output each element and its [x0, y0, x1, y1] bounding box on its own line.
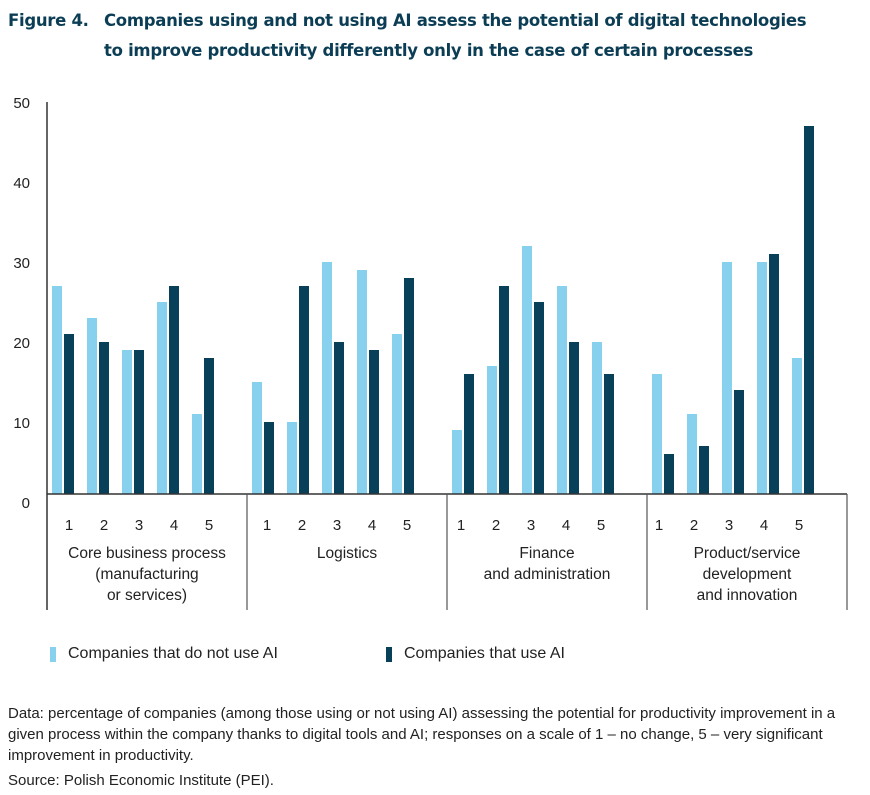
bar-no-ai: [87, 318, 97, 494]
y-tick-label: 40: [13, 175, 30, 192]
bar-ai: [99, 342, 109, 494]
figure-title-line-2: to improve productivity differently only…: [104, 41, 754, 60]
bar-ai: [134, 350, 144, 494]
bar-no-ai: [522, 246, 532, 494]
bar-no-ai: [687, 414, 697, 494]
legend-label-no-ai: Companies that do not use AI: [68, 645, 278, 662]
group-label: and innovation: [697, 587, 798, 604]
bar-no-ai: [452, 430, 462, 494]
x-tick-label: 2: [690, 517, 698, 534]
group-label: Core business process: [68, 545, 226, 562]
bar-no-ai: [157, 302, 167, 494]
x-tick-label: 5: [205, 517, 213, 534]
bar-no-ai: [287, 422, 297, 494]
x-tick-label: 5: [795, 517, 803, 534]
figure-title: Figure 4. Companies using and not using …: [8, 6, 868, 66]
group-label: and administration: [484, 566, 611, 583]
bar-ai: [534, 302, 544, 494]
x-axis-labels: 1 2 3 4 5 Core business process (manufacturing…: [65, 517, 803, 604]
x-tick-label: 1: [65, 517, 73, 534]
bar-ai: [64, 334, 74, 494]
legend-label-ai: Companies that use AI: [404, 645, 565, 662]
y-tick-label: 20: [13, 335, 30, 352]
legend: Companies that do not use AI Companies t…: [0, 645, 870, 667]
bar-ai: [499, 286, 509, 494]
figure-number: Figure 4.: [8, 11, 89, 30]
axes: [46, 102, 848, 610]
x-tick-label: 5: [403, 517, 411, 534]
x-tick-label: 3: [135, 517, 143, 534]
bar-no-ai: [592, 342, 602, 494]
figure-title-line-1: Companies using and not using AI assess …: [104, 11, 807, 30]
group-label: development: [703, 566, 792, 583]
bar-no-ai: [757, 262, 767, 494]
x-tick-label: 1: [457, 517, 465, 534]
legend-swatch-ai: [386, 646, 392, 662]
bar-no-ai: [652, 374, 662, 494]
group-label: Finance: [519, 545, 574, 562]
x-tick-label: 1: [655, 517, 663, 534]
bar-ai: [204, 358, 214, 494]
bars: [52, 126, 814, 494]
y-tick-label: 50: [13, 95, 30, 112]
data-note: Data: percentage of companies (among tho…: [8, 705, 836, 764]
bar-ai: [664, 454, 674, 494]
y-tick-label: 30: [13, 255, 30, 272]
x-tick-label: 2: [100, 517, 108, 534]
legend-swatch-no-ai: [50, 646, 56, 662]
bar-ai: [699, 446, 709, 494]
source-note: Source: Polish Economic Institute (PEI).: [8, 772, 274, 789]
x-tick-label: 2: [492, 517, 500, 534]
y-tick-label: 10: [13, 415, 30, 432]
bar-no-ai: [357, 270, 367, 494]
bar-ai: [369, 350, 379, 494]
x-tick-label: 4: [368, 517, 376, 534]
bar-no-ai: [392, 334, 402, 494]
group-label: Product/service: [694, 545, 801, 562]
group-label: or services): [107, 587, 187, 604]
group-label: Logistics: [317, 545, 378, 562]
bar-ai: [769, 254, 779, 494]
group-label: (manufacturing: [95, 566, 198, 583]
bar-no-ai: [52, 286, 62, 494]
x-tick-label: 4: [760, 517, 768, 534]
bar-ai: [464, 374, 474, 494]
y-tick-label: 0: [22, 495, 30, 512]
bar-ai: [569, 342, 579, 494]
x-tick-label: 4: [562, 517, 570, 534]
legend-item-no-ai: Companies that do not use AI: [50, 645, 278, 663]
bar-ai: [604, 374, 614, 494]
bar-ai: [299, 286, 309, 494]
x-tick-label: 3: [333, 517, 341, 534]
bar-no-ai: [192, 414, 202, 494]
x-tick-label: 4: [170, 517, 178, 534]
bar-no-ai: [722, 262, 732, 494]
figure-notes: Data: percentage of companies (among tho…: [8, 703, 864, 791]
bar-ai: [734, 390, 744, 494]
x-tick-label: 3: [725, 517, 733, 534]
bar-no-ai: [322, 262, 332, 494]
x-tick-label: 1: [263, 517, 271, 534]
x-tick-label: 5: [597, 517, 605, 534]
x-tick-label: 3: [527, 517, 535, 534]
bar-no-ai: [487, 366, 497, 494]
bar-ai: [264, 422, 274, 494]
bar-ai: [404, 278, 414, 494]
bar-chart: 0 10 20 30 40 50 1 2 3 4 5 Core business process (m…: [13, 95, 848, 610]
bar-no-ai: [557, 286, 567, 494]
legend-item-ai: Companies that use AI: [386, 645, 565, 663]
y-axis-ticks: 0 10 20 30 40 50: [13, 95, 30, 512]
bar-ai: [169, 286, 179, 494]
bar-no-ai: [122, 350, 132, 494]
bar-ai: [334, 342, 344, 494]
bar-no-ai: [792, 358, 802, 494]
bar-ai: [804, 126, 814, 494]
x-tick-label: 2: [298, 517, 306, 534]
bar-no-ai: [252, 382, 262, 494]
